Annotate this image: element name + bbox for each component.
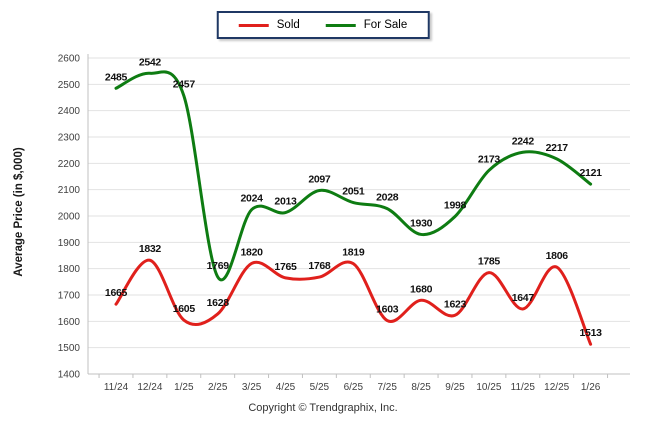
data-label: 1513	[580, 327, 603, 339]
axes	[87, 54, 609, 378]
data-label: 1769	[207, 260, 230, 272]
data-label: 2051	[342, 186, 365, 198]
y-tick-label: 2400	[58, 106, 81, 117]
x-tick-label: 1/26	[581, 382, 601, 393]
y-axis-tick-labels: 1400 1500 1600 1700 1800 1900 2000 2100 2200 2300…	[58, 54, 81, 381]
data-label: 1603	[376, 304, 399, 316]
y-tick-label: 2000	[58, 212, 81, 223]
data-label: 2013	[274, 196, 297, 208]
data-label: 2097	[308, 173, 331, 185]
data-label: 2485	[105, 71, 128, 83]
x-tick-label: 1/25	[174, 382, 194, 393]
y-tick-label: 2300	[58, 133, 81, 144]
legend: Sold For Sale	[216, 11, 430, 39]
data-label: 1819	[342, 247, 365, 259]
y-tick-label: 2500	[58, 80, 81, 91]
x-tick-label: 2/25	[208, 382, 228, 393]
sold-line-swatch	[238, 23, 269, 27]
x-axis-tick-labels: 11/24 12/24 1/25 2/25 3/25 4/25 5/25 6/25 7/25 8/…	[104, 382, 601, 393]
data-label: 2024	[241, 193, 264, 205]
data-label: 1665	[105, 287, 128, 299]
data-label: 1806	[546, 250, 569, 262]
legend-label-for-sale: For Sale	[363, 19, 408, 31]
legend-label-sold: Sold	[276, 19, 300, 31]
x-tick-label: 12/25	[544, 382, 569, 393]
sold-line	[114, 258, 593, 346]
for-sale-data-labels: 2485 2542 2457 1769 2024 2013 2097 2051 2028 1930…	[105, 56, 603, 272]
x-tick-label: 11/25	[511, 382, 536, 393]
x-tick-label: 9/25	[445, 382, 465, 393]
for-sale-line	[114, 70, 593, 282]
data-label: 2542	[139, 56, 162, 68]
y-tick-label: 1800	[58, 264, 81, 275]
data-label: 1647	[512, 292, 535, 304]
x-tick-label: 10/25	[476, 382, 501, 393]
y-tick-label: 1900	[58, 238, 81, 249]
y-tick-label: 2600	[58, 54, 81, 65]
data-label: 1785	[478, 256, 501, 268]
for-sale-line-swatch	[325, 23, 356, 27]
gridlines	[88, 57, 630, 375]
data-label: 1768	[308, 260, 331, 272]
legend-item-for-sale[interactable]: For Sale	[325, 19, 408, 31]
data-label: 2028	[376, 192, 399, 204]
y-tick-label: 2200	[58, 159, 81, 170]
data-label: 2173	[478, 153, 501, 165]
x-tick-label: 3/25	[242, 382, 262, 393]
data-label: 1998	[444, 200, 467, 212]
data-label: 1628	[207, 297, 230, 309]
data-label: 1605	[173, 303, 196, 315]
data-label: 2217	[546, 142, 569, 154]
y-tick-label: 1700	[58, 291, 81, 302]
y-tick-label: 1400	[58, 370, 81, 381]
y-axis-title: Average Price (in $,000)	[13, 147, 25, 277]
data-label: 2121	[580, 167, 603, 179]
x-tick-label: 6/25	[344, 382, 364, 393]
x-tick-label: 12/24	[137, 382, 162, 393]
legend-item-sold[interactable]: Sold	[238, 19, 300, 31]
sold-data-labels: 1665 1832 1605 1628 1820 1765 1768 1819 1603 1680…	[105, 243, 603, 339]
data-label: 1623	[444, 298, 467, 310]
y-tick-label: 2100	[58, 185, 81, 196]
data-label: 2242	[512, 135, 535, 147]
data-label: 2457	[173, 79, 196, 91]
y-tick-label: 1500	[58, 343, 81, 354]
y-tick-label: 1600	[58, 317, 81, 328]
x-tick-label: 5/25	[310, 382, 330, 393]
copyright-text: Copyright © Trendgraphix, Inc.	[248, 402, 398, 414]
x-tick-label: 7/25	[377, 382, 397, 393]
data-label: 1765	[274, 261, 297, 273]
data-label: 1930	[410, 217, 433, 229]
data-label: 1820	[241, 246, 264, 258]
x-tick-label: 11/24	[104, 382, 129, 393]
data-label: 1680	[410, 283, 433, 295]
x-tick-label: 4/25	[276, 382, 296, 393]
data-label: 1832	[139, 243, 162, 255]
x-tick-label: 8/25	[411, 382, 431, 393]
